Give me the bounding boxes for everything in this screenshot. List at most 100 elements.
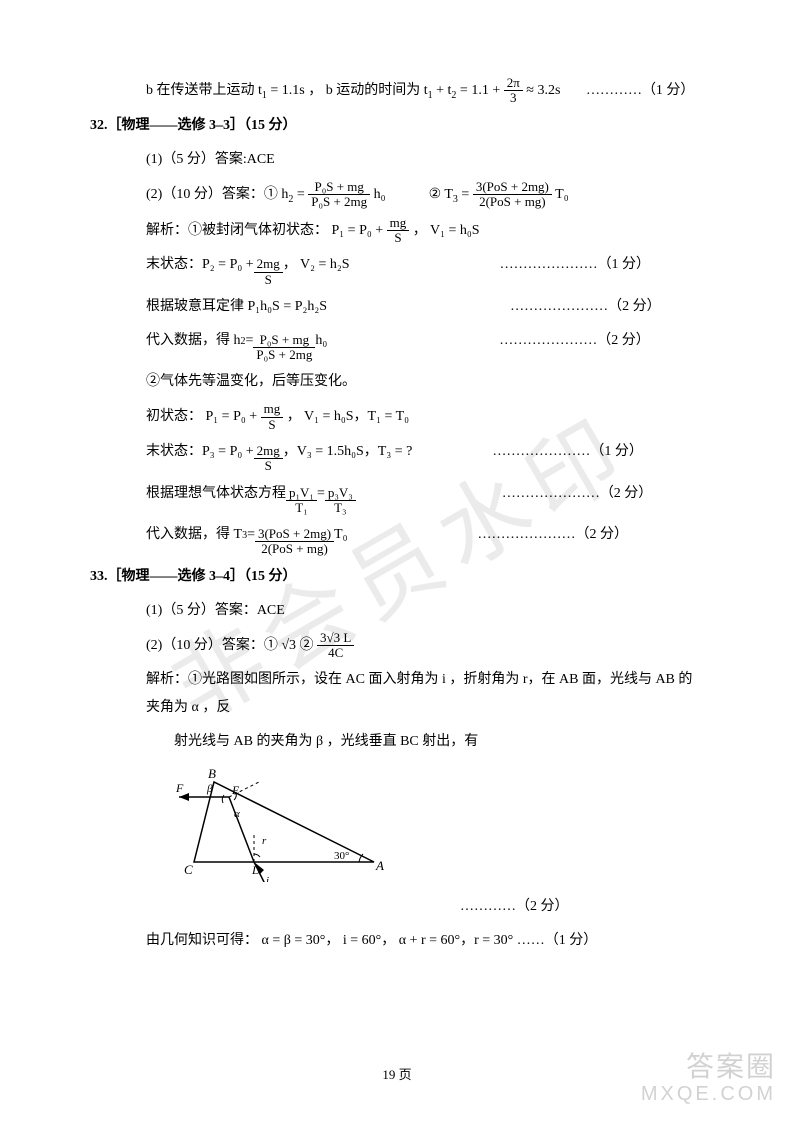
frac-num: 3(PoS + 2mg): [255, 527, 334, 542]
q32-step2-intro: ②气体先等温变化，后等压变化。: [90, 368, 704, 396]
fraction: mgS: [261, 402, 284, 432]
score: …………………（1 分）: [500, 251, 651, 279]
frac-num: 2mg: [254, 257, 283, 272]
text: + t: [433, 83, 452, 98]
eq: =: [293, 187, 308, 202]
frac-den: P₀S + 2mg: [308, 195, 370, 209]
frac-num: P₀S + mg: [308, 180, 370, 195]
q33-heading: 33.［物理——选修 3–4］（15 分）: [90, 563, 704, 591]
label-f: F: [175, 781, 184, 795]
frac-num: 2mg: [254, 444, 283, 459]
optics-diagram: C A B 30° D i r E α F β: [174, 762, 704, 887]
label-e: E: [231, 783, 240, 797]
q32-boyle: 根据玻意耳定律 P₁h₀S = P₂h₂S …………………（2 分）: [90, 293, 704, 321]
q32-heading: 32.［物理——选修 3–3］（15 分）: [90, 112, 704, 140]
text: = 1.1s ， b 运动的时间为 t: [267, 83, 428, 98]
label-r: r: [262, 835, 267, 847]
eq: =: [247, 521, 255, 549]
fraction: P₀S + mgP₀S + 2mg: [308, 180, 370, 210]
frac-num: P₀S + mg: [253, 333, 315, 348]
frac-num: 2π: [504, 76, 523, 91]
q32-part2-answer: (2)（10 分）答案：① h2 = P₀S + mgP₀S + 2mg h₀ …: [90, 180, 704, 210]
page: 非会员水印 b 在传送带上运动 t1 = 1.1s ， b 运动的时间为 t1 …: [0, 0, 794, 1123]
frac-num: mg: [387, 216, 410, 231]
text: (2)（10 分）答案：① √3 ②: [146, 638, 317, 653]
brand-line2: MXQE.COM: [641, 1083, 776, 1105]
label-a: A: [375, 858, 384, 873]
fraction: 3√3 L4C: [317, 631, 354, 661]
label-30: 30°: [334, 850, 349, 862]
score: …………（1 分）: [586, 83, 695, 98]
q33-analysis-2: 射光线与 AB 的夹角为 β ，光线垂直 BC 射出，有: [90, 728, 704, 756]
q33-part2-answer: (2)（10 分）答案：① √3 ② 3√3 L4C: [90, 631, 704, 661]
text: T₀: [555, 187, 568, 202]
eq: P₁ = P₀ +: [206, 409, 261, 424]
text: 解析：①被封闭气体初状态：: [146, 223, 332, 238]
eq: P₃ = P₀ +: [202, 438, 254, 466]
label-c: C: [184, 862, 193, 877]
text: T₀: [334, 521, 347, 549]
frac-den: T₃: [325, 501, 356, 515]
frac-den: T₁: [286, 501, 317, 515]
eq: P₂ = P₀ +: [202, 251, 254, 279]
q33-geometry: 由几何知识可得： α = β = 30°， i = 60°， α + r = 6…: [90, 927, 704, 955]
frac-den: S: [254, 273, 283, 287]
frac-den: S: [261, 418, 284, 432]
q32-substitute-2: 代入数据，得 T3 = 3(PoS + 2mg)2(PoS + mg) T₀ ……: [90, 521, 704, 557]
frac-den: S: [387, 231, 410, 245]
frac-num: p₃V₃: [325, 486, 356, 501]
q33-analysis-1: 解析：①光路图如图所示，设在 AC 面入射角为 i ，折射角为 r，在 AB 面…: [90, 666, 704, 722]
frac-den: 2(PoS + mg): [473, 195, 552, 209]
fraction: 2π3: [504, 76, 523, 106]
text: b 在传送带上运动 t: [146, 83, 262, 98]
text: ② T: [429, 187, 453, 202]
q32-analysis-initial: 解析：①被封闭气体初状态： P₁ = P₀ + mgS ， V₁ = h₀S: [90, 216, 704, 246]
frac-num: p₁V₁: [286, 486, 317, 501]
fraction: mgS: [387, 216, 410, 246]
text: ， V₁ = h₀S，T₁ = T₀: [287, 409, 409, 424]
eq: =: [246, 327, 254, 355]
eq: P₁ = P₀ +: [332, 223, 387, 238]
label-i: i: [266, 875, 269, 882]
q32-ideal-gas: 根据理想气体状态方程 p₁V₁T₁ = p₃V₃T₃ …………………（2 分）: [90, 480, 704, 516]
text: 末状态：: [146, 438, 202, 466]
text: h₀: [315, 327, 327, 355]
frac-num: 3√3 L: [317, 631, 354, 646]
score: …………………（2 分）: [510, 293, 661, 321]
score: …………………（2 分）: [502, 480, 653, 508]
score: …………………（2 分）: [477, 521, 628, 549]
label-d: D: [251, 863, 261, 877]
q32-substitute-1: 代入数据，得 h2 = P₀S + mgP₀S + 2mg h₀ ……………………: [90, 327, 704, 363]
fraction: p₁V₁T₁: [286, 486, 317, 516]
frac-den: S: [254, 459, 283, 473]
text: 根据玻意耳定律 P₁h₀S = P₂h₂S: [146, 293, 327, 321]
text: 代入数据，得 h: [146, 327, 241, 355]
frac-den: P₀S + 2mg: [253, 348, 315, 362]
text: (2)（10 分）答案：①: [146, 187, 281, 202]
text: ，V₃ = 1.5h₀S，T₃ = ?: [283, 438, 413, 466]
ray-de: [229, 797, 254, 862]
fraction: P₀S + mgP₀S + 2mg: [253, 333, 315, 363]
score: …………………（2 分）: [499, 327, 650, 355]
frac-num: 3(PoS + 2mg): [473, 180, 552, 195]
text: ， V₁ = h₀S: [413, 223, 480, 238]
text: ， V₂ = h₂S: [283, 251, 350, 279]
frac-num: mg: [261, 402, 284, 417]
fraction: 3(PoS + 2mg)2(PoS + mg): [473, 180, 552, 210]
text: 根据理想气体状态方程: [146, 480, 286, 508]
q33-diagram-score: …………（2 分）: [90, 893, 704, 921]
text: 末状态：: [146, 251, 202, 279]
text: ≈ 3.2s: [526, 83, 560, 98]
label-alpha: α: [234, 808, 240, 820]
fraction: p₃V₃T₃: [325, 486, 356, 516]
score: …………………（1 分）: [492, 438, 643, 466]
label-b: B: [208, 766, 216, 781]
text: 初状态：: [146, 409, 206, 424]
page-footer: 19 页: [0, 1064, 794, 1083]
prev-continuation: b 在传送带上运动 t1 = 1.1s ， b 运动的时间为 t1 + t2 =…: [90, 76, 704, 106]
text: = 1.1 +: [456, 83, 503, 98]
q32-part1: (1)（5 分）答案:ACE: [90, 146, 704, 174]
eq: =: [317, 480, 325, 508]
frac-den: 2(PoS + mg): [255, 542, 334, 556]
label-beta: β: [206, 783, 213, 795]
